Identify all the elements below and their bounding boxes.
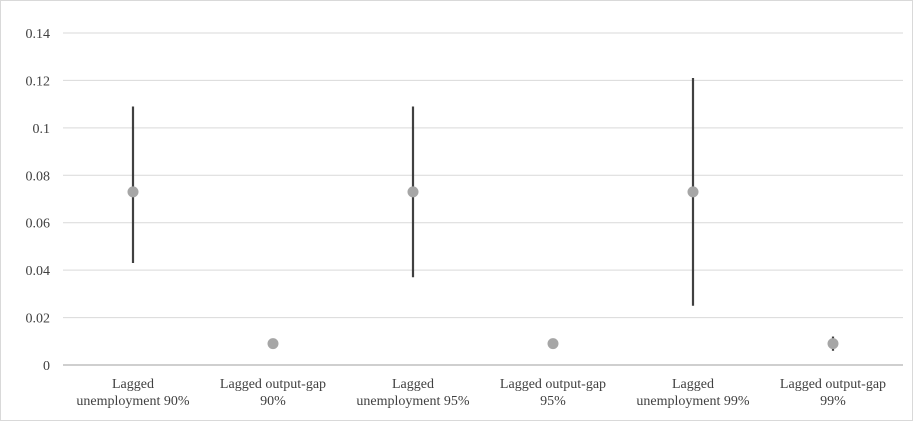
y-tick-label: 0 xyxy=(43,359,50,374)
y-tick-label: 0.14 xyxy=(26,27,51,42)
y-tick-label: 0.12 xyxy=(26,74,51,89)
category-label: Lagged xyxy=(672,377,714,392)
point-estimate xyxy=(547,338,559,350)
point-estimate xyxy=(407,186,419,198)
category-label: 95% xyxy=(540,394,566,409)
point-estimates xyxy=(127,186,839,350)
category-label: 90% xyxy=(260,394,286,409)
category-label: Lagged output-gap xyxy=(780,377,886,392)
category-label: unemployment 95% xyxy=(356,394,469,409)
grid-lines xyxy=(63,32,903,319)
category-label: Lagged xyxy=(112,377,154,392)
category-label: Lagged output-gap xyxy=(500,377,606,392)
category-label: Lagged xyxy=(392,377,434,392)
x-axis-category-labels: Lagged unemployment 90% Lagged output-gap 9… xyxy=(76,377,886,409)
category-label: unemployment 90% xyxy=(76,394,189,409)
y-tick-label: 0.06 xyxy=(26,217,51,232)
y-tick-label: 0.04 xyxy=(26,264,51,279)
y-tick-label: 0.02 xyxy=(26,312,51,327)
category-label: Lagged output-gap xyxy=(220,377,326,392)
point-estimate xyxy=(127,186,139,198)
category-label: 99% xyxy=(820,394,846,409)
point-estimate xyxy=(827,338,839,350)
point-estimate xyxy=(687,186,699,198)
y-tick-label: 0.08 xyxy=(26,169,51,184)
confidence-intervals xyxy=(131,78,835,351)
y-tick-label: 0.1 xyxy=(33,122,51,137)
y-axis-tick-labels: 0 0.02 0.04 0.06 0.08 0.1 0.12 0.14 xyxy=(26,27,51,374)
category-label: unemployment 99% xyxy=(636,394,749,409)
point-estimate xyxy=(267,338,279,350)
